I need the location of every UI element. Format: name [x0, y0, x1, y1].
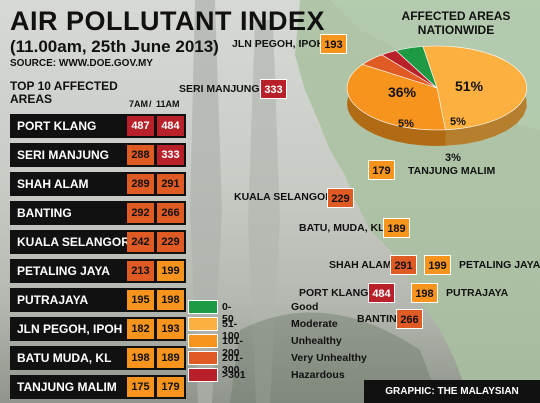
map-area-label: SERI MANJUNG [179, 83, 260, 95]
legend-swatch [188, 300, 218, 314]
row-value-11am: 291 [157, 174, 184, 194]
row-area-name: BANTING [17, 206, 72, 220]
map-area-label: BANTING [357, 313, 405, 325]
legend-range: 51-100 [222, 318, 240, 342]
pie-slice [395, 46, 438, 89]
row-value-7am: 292 [127, 203, 154, 223]
legend-label: Good [291, 301, 319, 313]
source-label: SOURCE: WWW.DOE.GOV.MY [10, 58, 153, 69]
row-area-name: SERI MANJUNG [17, 148, 110, 162]
row-value-11am: 266 [157, 203, 184, 223]
pie-slice-label: 3% [445, 152, 461, 164]
row-value-7am: 195 [127, 290, 154, 310]
map-area-value: 193 [320, 34, 347, 54]
row-value-7am: 487 [127, 116, 154, 136]
pie-slice-label: 51% [455, 78, 484, 94]
row-value-7am: 175 [127, 377, 154, 397]
pie-slice [422, 45, 528, 131]
column-header-11am: 11AM [156, 99, 180, 109]
row-value-11am: 193 [157, 319, 184, 339]
map-area-label: PETALING JAYA [459, 259, 540, 271]
row-value-11am: 199 [157, 261, 184, 281]
chart-subtitle: (11.00am, 25th June 2013) [10, 37, 219, 56]
row-value-11am: 333 [157, 145, 184, 165]
row-area-name: KUALA SELANGOR [17, 235, 130, 249]
pie-slice [346, 64, 446, 131]
map-area-value: 484 [368, 283, 395, 303]
row-value-11am: 484 [157, 116, 184, 136]
pie-slice-side [347, 64, 446, 146]
legend-range: 101-200 [222, 335, 244, 359]
table-row: BATU MUDA, KL 198 189 [10, 346, 186, 370]
map-area-value: 189 [383, 218, 410, 238]
map-area-value: 229 [327, 188, 354, 208]
row-value-7am: 198 [127, 348, 154, 368]
table-row: SHAH ALAM 289 291 [10, 172, 186, 196]
map-area-label: SHAH ALAM [329, 259, 392, 271]
row-area-name: JLN PEGOH, IPOH [17, 322, 123, 336]
pie-slice-label: 5% [398, 118, 414, 130]
tower-right-shape [248, 20, 280, 403]
legend-swatch [188, 368, 218, 382]
map-area-value: 266 [396, 309, 423, 329]
row-area-name: SHAH ALAM [17, 177, 89, 191]
row-value-7am: 213 [127, 261, 154, 281]
row-value-7am: 288 [127, 145, 154, 165]
row-value-7am: 242 [127, 232, 154, 252]
pie-slice-label: 36% [388, 84, 417, 100]
column-header-7am: 7AM [129, 99, 149, 109]
map-area-label: TANJUNG MALIM [408, 165, 496, 177]
legend-label: Unhealthy [291, 335, 342, 347]
legend-range: 0-50 [222, 301, 234, 325]
column-header-separator: / [149, 99, 152, 109]
row-value-11am: 179 [157, 377, 184, 397]
row-area-name: PETALING JAYA [17, 264, 110, 278]
table-row: JLN PEGOH, IPOH 182 193 [10, 317, 186, 341]
row-area-name: TANJUNG MALIM [17, 380, 117, 394]
legend-label: Very Unhealthy [291, 352, 367, 364]
row-value-11am: 189 [157, 348, 184, 368]
map-area-value: 199 [424, 255, 451, 275]
table-row: PORT KLANG 487 484 [10, 114, 186, 138]
table-row: BANTING 292 266 [10, 201, 186, 225]
map-area-value: 291 [390, 255, 417, 275]
map-area-value: 179 [368, 160, 395, 180]
map-area-label: PORT KLANG [299, 287, 369, 299]
legend-swatch [188, 317, 218, 331]
map-area-label: JLN PEGOH, IPOH [232, 38, 325, 50]
map-area-value: 333 [260, 79, 287, 99]
legend-label: Moderate [291, 318, 338, 330]
table-row: SERI MANJUNG 288 333 [10, 143, 186, 167]
credit-label: GRAPHIC: THE MALAYSIAN INSIDER [364, 380, 540, 403]
table-row: PETALING JAYA 213 199 [10, 259, 186, 283]
table-row: KUALA SELANGOR 242 229 [10, 230, 186, 254]
row-value-7am: 182 [127, 319, 154, 339]
map-area-label: PUTRAJAYA [446, 287, 509, 299]
legend-range: 201-300 [222, 352, 244, 376]
table-row: TANJUNG MALIM 175 179 [10, 375, 186, 399]
row-area-name: BATU MUDA, KL [17, 351, 112, 365]
row-value-7am: 289 [127, 174, 154, 194]
top10-table: PORT KLANG 487 484 SERI MANJUNG 288 333 SHAH A… [10, 114, 186, 403]
pie-title: AFFECTED AREAS NATIONWIDE [401, 9, 511, 37]
row-value-11am: 198 [157, 290, 184, 310]
row-area-name: PUTRAJAYA [17, 293, 89, 307]
legend-label: Hazardous [291, 369, 345, 381]
legend-swatch [188, 334, 218, 348]
row-area-name: PORT KLANG [17, 119, 97, 133]
map-area-value: 198 [411, 283, 438, 303]
pie-slice-label: 5% [450, 116, 466, 128]
chart-title: AIR POLLUTANT INDEX [10, 6, 325, 36]
map-area-label: BATU, MUDA, KL [299, 222, 385, 234]
legend-swatch [188, 351, 218, 365]
map-area-label: KUALA SELANGOR [234, 191, 333, 203]
table-title: TOP 10 AFFECTED AREAS [10, 79, 118, 106]
legend-range: >301 [222, 369, 246, 381]
row-value-11am: 229 [157, 232, 184, 252]
table-row: PUTRAJAYA 195 198 [10, 288, 186, 312]
